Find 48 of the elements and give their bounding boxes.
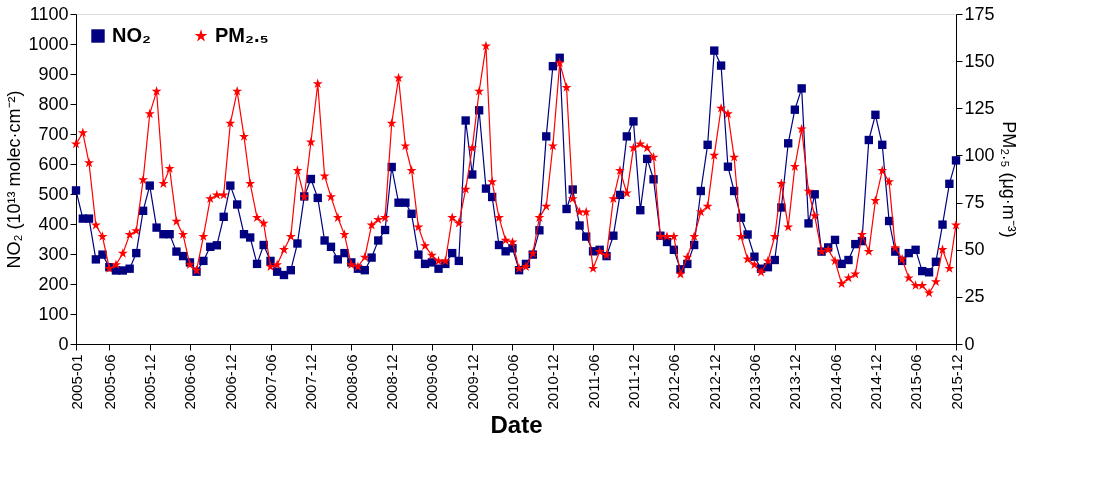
x-tick-label: 2006-06 [181,354,199,410]
x-tick-label: 2012-06 [665,354,683,410]
y-tick-label: 800 [38,93,69,114]
x-tick-label: 2005-01 [67,354,85,410]
y2-axis-title: PM₂.₅ (μg·m⁻³) [998,121,1019,238]
x-tick-label: 2009-12 [463,354,481,410]
y-tick-label: 1100 [29,3,69,24]
x-tick-label: 2015-12 [947,354,965,410]
y-tick-label: 100 [38,303,69,324]
y-axis-title: NO₂ (10¹³ molec·cm⁻²) [4,90,25,269]
y-tick-label: 900 [38,63,69,84]
x-tick-label: 2006-12 [221,354,239,410]
y2-tick-label: 125 [964,97,995,118]
y-tick-label: 400 [38,213,69,234]
y-tick-label: 1000 [28,33,69,54]
y-tick-label: 500 [38,183,69,204]
y2-tick-label: 100 [964,144,995,165]
x-tick-label: 2005-06 [100,354,118,410]
y2-tick-label: 150 [964,50,995,71]
x-tick-label: 2008-12 [383,354,401,410]
x-axis-title: Date [490,410,543,438]
x-tick-label: 2013-12 [786,354,804,410]
x-tick-label: 2008-06 [342,354,360,410]
y-tick-label: 0 [58,333,69,354]
x-tick-label: 2011-06 [584,354,602,409]
x-tick-label: 2013-06 [745,354,763,410]
x-tick-label: 2014-12 [866,354,884,410]
y-tick-label: 200 [38,273,69,294]
x-tick-label: 2012-12 [705,354,723,410]
x-tick-label: 2007-12 [302,354,320,410]
y-tick-label: 600 [38,153,69,174]
y2-tick-label: 0 [964,333,975,354]
x-tick-label: 2007-06 [262,354,279,410]
y-tick-label: 300 [38,243,69,264]
x-tick-label: 2015-06 [907,354,925,410]
x-tick-label: 2009-06 [423,354,441,410]
y2-tick-label: 75 [964,192,985,213]
x-tick-label: 2005-12 [141,354,159,410]
x-tick-label: 2014-06 [826,354,844,410]
legend-label: PM₂.₅ [215,24,269,46]
x-tick-label: 2010-06 [503,354,521,410]
x-tick-label: 2010-12 [544,354,562,410]
y2-tick-label: 175 [964,3,995,24]
y2-tick-label: 50 [964,239,985,260]
y2-tick-label: 25 [964,286,985,307]
legend-label: NO₂ [112,24,151,46]
x-tick-label: 2011-12 [624,354,642,409]
y-tick-label: 700 [38,123,69,144]
